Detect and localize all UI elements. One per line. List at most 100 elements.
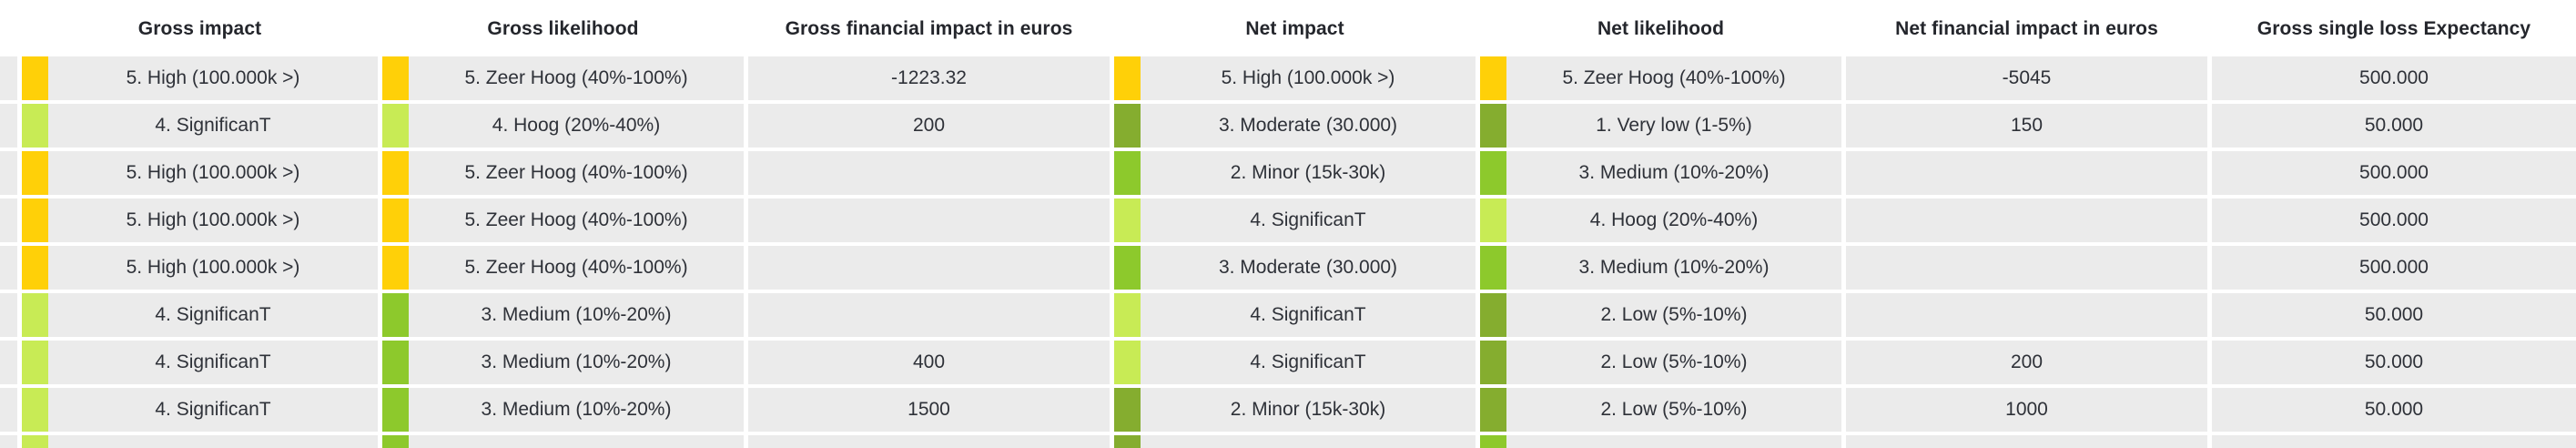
table-row[interactable]: 4. SignificanT 3. Medium (10%-20%) 400 4. S… (0, 341, 2576, 384)
cell-gross-single-loss-expectancy[interactable]: 500.000 (2212, 246, 2576, 290)
cell-gross-likelihood[interactable]: 5. Zeer Hoog (40%-100%) (382, 56, 744, 100)
cell-gross-impact[interactable]: 4. SignificanT (22, 293, 378, 337)
risk-level-color-bar (1480, 341, 1506, 384)
cell-value: 5. High (100.000k >) (126, 257, 300, 278)
risk-level-color-bar (382, 246, 409, 290)
cell-value (748, 435, 1110, 448)
table-row[interactable]: 5. High (100.000k >) 5. Zeer Hoog (40%-10… (0, 246, 2576, 290)
risk-level-color-bar (22, 104, 48, 148)
cell-gross-single-loss-expectancy[interactable]: 50.000 (2212, 341, 2576, 384)
cell-net-financial-impact[interactable] (1846, 246, 2207, 290)
cell-gross-likelihood[interactable]: 5. Zeer Hoog (40%-100%) (382, 151, 744, 195)
cell-gross-financial-impact[interactable]: -1223.32 (748, 56, 1110, 100)
cell-net-likelihood[interactable]: 2. Low (5%-10%) (1480, 293, 1841, 337)
cell-net-impact[interactable]: 4. SignificanT (1114, 293, 1476, 337)
cell-net-financial-impact[interactable]: 150 (1846, 104, 2207, 148)
cell-gross-single-loss-expectancy[interactable]: 50.000 (2212, 293, 2576, 337)
cell-value: 3. Moderate (30.000) (1218, 115, 1398, 136)
cell-gross-impact[interactable] (22, 435, 378, 448)
cell-net-impact[interactable] (1114, 435, 1476, 448)
cell-net-impact[interactable]: 3. Moderate (30.000) (1114, 104, 1476, 148)
cell-net-impact[interactable]: 3. Moderate (30.000) (1114, 246, 1476, 290)
cell-value (1846, 435, 2207, 448)
cell-value: 3. Medium (10%-20%) (481, 351, 672, 372)
cell-gross-impact[interactable]: 5. High (100.000k >) (22, 56, 378, 100)
cell-gross-financial-impact[interactable]: 1500 (748, 388, 1110, 432)
cell-net-likelihood[interactable]: 4. Hoog (20%-40%) (1480, 199, 1841, 242)
cell-gross-impact[interactable]: 4. SignificanT (22, 104, 378, 148)
cell-gross-impact[interactable]: 5. High (100.000k >) (22, 199, 378, 242)
cell-value: 50.000 (2364, 399, 2424, 420)
table-row[interactable]: 4. SignificanT 3. Medium (10%-20%) 4. Sign… (0, 293, 2576, 337)
table-row[interactable]: 5. High (100.000k >) 5. Zeer Hoog (40%-10… (0, 151, 2576, 195)
cell-gross-single-loss-expectancy[interactable]: 50.000 (2212, 388, 2576, 432)
cell-net-financial-impact[interactable] (1846, 199, 2207, 242)
cell-gross-likelihood[interactable]: 3. Medium (10%-20%) (382, 341, 744, 384)
cell-net-likelihood[interactable]: 1. Very low (1-5%) (1480, 104, 1841, 148)
cell-net-impact[interactable]: 2. Minor (15k-30k) (1114, 388, 1476, 432)
cell-net-financial-impact[interactable] (1846, 151, 2207, 195)
risk-level-color-bar (1114, 104, 1141, 148)
cell-net-financial-impact[interactable] (1846, 435, 2207, 448)
cell-value: 4. SignificanT (1250, 209, 1366, 230)
column-header-gross-likelihood: Gross likelihood (487, 18, 639, 39)
table-row[interactable]: 4. SignificanT 3. Medium (10%-20%) 1500 2. … (0, 388, 2576, 432)
cell-net-likelihood[interactable]: 3. Medium (10%-20%) (1480, 151, 1841, 195)
cell-value: 1. Very low (1-5%) (1596, 115, 1752, 136)
cell-value: 3. Medium (10%-20%) (1578, 162, 1770, 183)
cell-gross-financial-impact[interactable] (748, 151, 1110, 195)
cell-net-impact[interactable]: 4. SignificanT (1114, 341, 1476, 384)
cell-gross-likelihood[interactable]: 3. Medium (10%-20%) (382, 293, 744, 337)
risk-level-color-bar (382, 293, 409, 337)
cell-net-impact[interactable]: 4. SignificanT (1114, 199, 1476, 242)
table-row[interactable]: 4. SignificanT 4. Hoog (20%-40%) 200 3. Mod… (0, 104, 2576, 148)
cell-gross-financial-impact[interactable]: 400 (748, 341, 1110, 384)
cell-gross-impact[interactable]: 5. High (100.000k >) (22, 151, 378, 195)
cell-net-likelihood[interactable]: 5. Zeer Hoog (40%-100%) (1480, 56, 1841, 100)
cell-net-likelihood[interactable] (1480, 435, 1841, 448)
cell-net-financial-impact[interactable]: -5045 (1846, 56, 2207, 100)
clipped-left-column-cell (0, 435, 17, 448)
cell-net-likelihood[interactable]: 3. Medium (10%-20%) (1480, 246, 1841, 290)
cell-gross-impact[interactable]: 4. SignificanT (22, 388, 378, 432)
cell-net-likelihood[interactable]: 2. Low (5%-10%) (1480, 388, 1841, 432)
cell-gross-single-loss-expectancy[interactable]: 500.000 (2212, 199, 2576, 242)
cell-net-impact[interactable]: 2. Minor (15k-30k) (1114, 151, 1476, 195)
cell-net-impact[interactable]: 5. High (100.000k >) (1114, 56, 1476, 100)
cell-gross-likelihood[interactable]: 5. Zeer Hoog (40%-100%) (382, 199, 744, 242)
cell-value: 4. SignificanT (155, 115, 271, 136)
cell-value: 4. SignificanT (1250, 351, 1366, 372)
cell-value: 2. Minor (15k-30k) (1230, 399, 1386, 420)
cell-gross-likelihood[interactable]: 3. Medium (10%-20%) (382, 388, 744, 432)
cell-gross-single-loss-expectancy[interactable] (2212, 435, 2576, 448)
cell-net-financial-impact[interactable]: 1000 (1846, 388, 2207, 432)
cell-value: 3. Medium (10%-20%) (1578, 257, 1770, 278)
cell-gross-single-loss-expectancy[interactable]: 50.000 (2212, 104, 2576, 148)
cell-gross-impact[interactable]: 5. High (100.000k >) (22, 246, 378, 290)
risk-level-color-bar (22, 199, 48, 242)
cell-value: 500.000 (2359, 257, 2429, 278)
cell-gross-financial-impact[interactable] (748, 246, 1110, 290)
cell-gross-single-loss-expectancy[interactable]: 500.000 (2212, 56, 2576, 100)
cell-net-likelihood[interactable]: 2. Low (5%-10%) (1480, 341, 1841, 384)
cell-gross-likelihood[interactable] (382, 435, 744, 448)
cell-gross-impact[interactable]: 4. SignificanT (22, 341, 378, 384)
cell-value: -1223.32 (891, 67, 967, 88)
cell-gross-likelihood[interactable]: 4. Hoog (20%-40%) (382, 104, 744, 148)
cell-gross-financial-impact[interactable]: 200 (748, 104, 1110, 148)
cell-gross-financial-impact[interactable] (748, 435, 1110, 448)
cell-value (748, 151, 1110, 195)
cell-net-financial-impact[interactable] (1846, 293, 2207, 337)
risk-level-color-bar (382, 56, 409, 100)
cell-gross-financial-impact[interactable] (748, 199, 1110, 242)
cell-value: 2. Low (5%-10%) (1600, 351, 1748, 372)
cell-gross-likelihood[interactable]: 5. Zeer Hoog (40%-100%) (382, 246, 744, 290)
table-row[interactable]: 5. High (100.000k >) 5. Zeer Hoog (40%-10… (0, 199, 2576, 242)
cell-gross-single-loss-expectancy[interactable]: 500.000 (2212, 151, 2576, 195)
cell-gross-financial-impact[interactable] (748, 293, 1110, 337)
cell-value: 4. SignificanT (155, 304, 271, 325)
cell-net-financial-impact[interactable]: 200 (1846, 341, 2207, 384)
clipped-left-column-cell (0, 341, 17, 384)
table-row[interactable]: 5. High (100.000k >) 5. Zeer Hoog (40%-10… (0, 56, 2576, 100)
table-row-partial[interactable] (0, 435, 2576, 448)
